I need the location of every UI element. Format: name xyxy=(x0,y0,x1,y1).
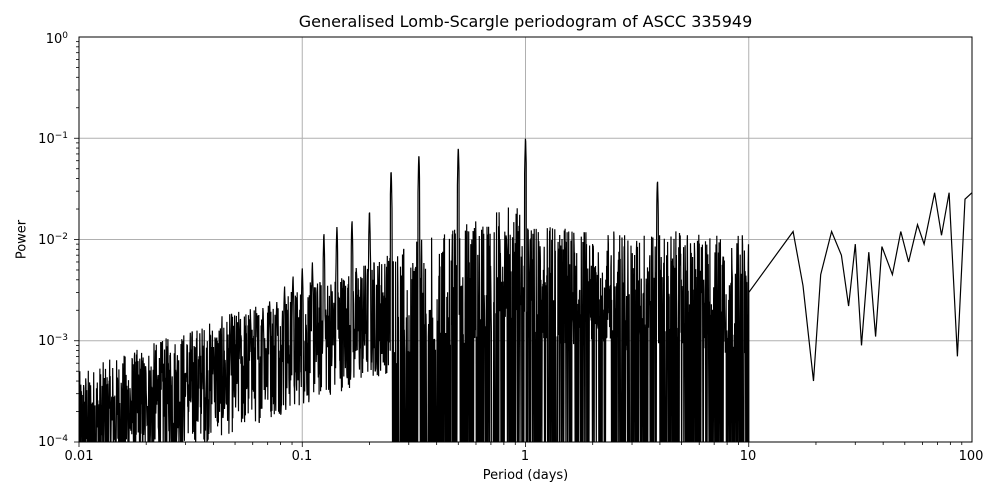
chart-title: Generalised Lomb-Scargle periodogram of … xyxy=(298,12,753,31)
x-tick-label: 1 xyxy=(520,449,530,464)
y-tick-label: 100 xyxy=(45,30,68,48)
y-tick-label: 10−2 xyxy=(38,231,68,249)
y-tick-label: 10−3 xyxy=(38,332,68,350)
x-tick-label: 10 xyxy=(739,449,757,464)
x-axis-label: Period (days) xyxy=(482,468,569,483)
x-tick-label: 0.1 xyxy=(291,449,313,464)
x-tick-label: 0.01 xyxy=(64,449,94,464)
y-tick-label: 10−1 xyxy=(38,130,68,148)
x-tick-label: 100 xyxy=(958,449,984,464)
periodogram-line xyxy=(79,138,972,442)
grid-lines xyxy=(79,37,972,442)
axes-frame xyxy=(78,36,973,443)
y-tick-label: 10−4 xyxy=(38,433,68,451)
